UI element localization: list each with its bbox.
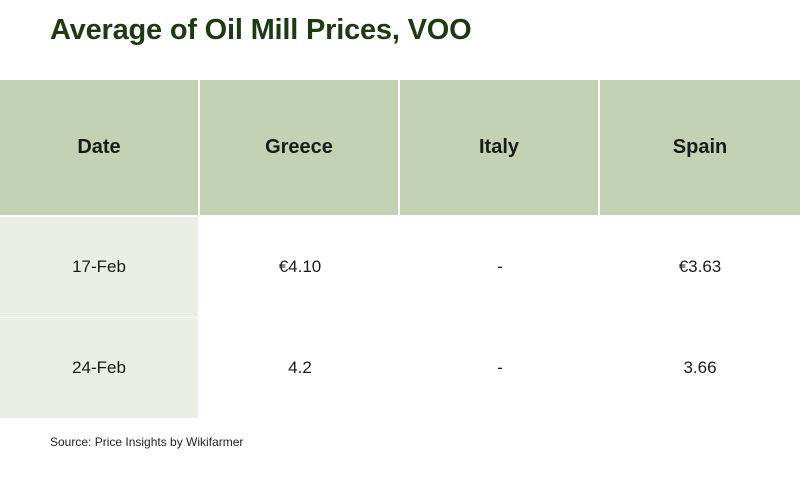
header-greece: Greece [200,80,400,217]
header-row: Date Greece Italy Spain [0,80,800,217]
cell-spain: 3.66 [600,318,800,419]
cell-greece: €4.10 [200,217,400,318]
cell-date: 17-Feb [0,217,200,318]
header-date: Date [0,80,200,217]
cell-greece: 4.2 [200,318,400,419]
cell-date: 24-Feb [0,318,200,419]
header-italy: Italy [400,80,600,217]
table-row: 24-Feb 4.2 - 3.66 [0,318,800,419]
cell-italy: - [400,318,600,419]
table-row: 17-Feb €4.10 - €3.63 [0,217,800,318]
source-note: Source: Price Insights by Wikifarmer [50,435,244,449]
cell-spain: €3.63 [600,217,800,318]
chart-title: Average of Oil Mill Prices, VOO [50,14,472,46]
price-table: Date Greece Italy Spain 17-Feb €4.10 - €… [0,80,800,419]
cell-italy: - [400,217,600,318]
header-spain: Spain [600,80,800,217]
